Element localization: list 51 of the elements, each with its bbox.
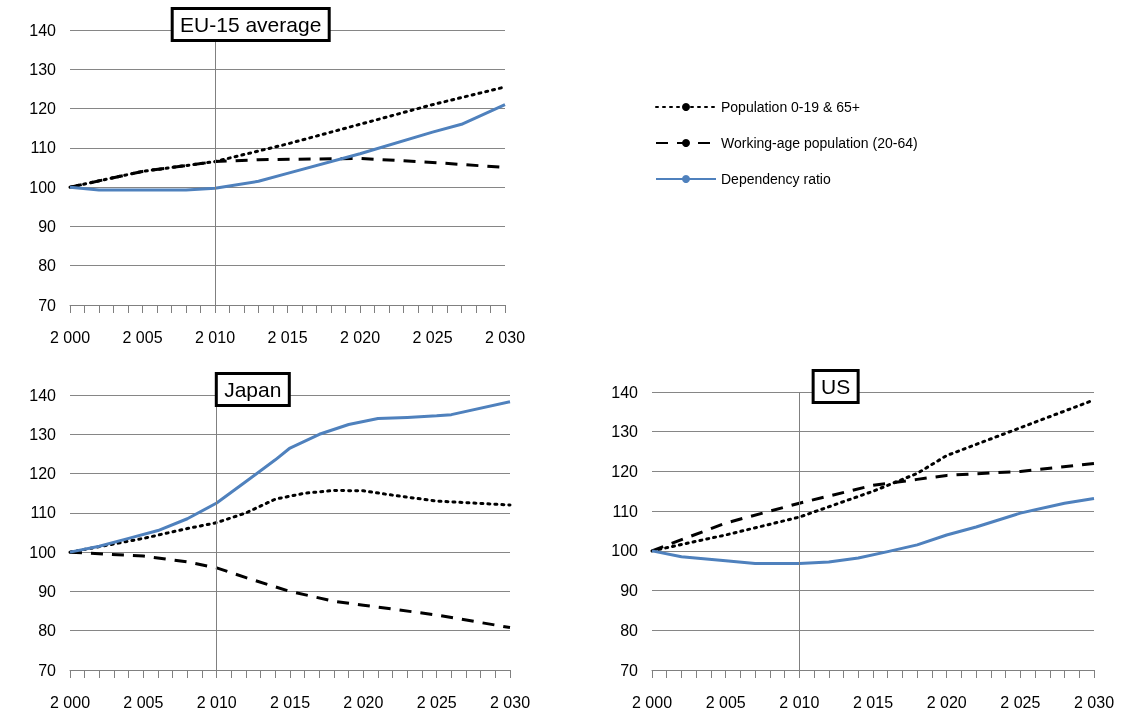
x-tick-label: 2 005 bbox=[122, 328, 163, 346]
y-tick-label: 120 bbox=[611, 462, 639, 480]
x-tick-label: 2 030 bbox=[1073, 693, 1115, 711]
y-tick-label: 120 bbox=[29, 465, 57, 483]
y-tick-label: 140 bbox=[611, 383, 639, 401]
x-tick-label: 2 025 bbox=[416, 693, 457, 711]
y-tick-label: 80 bbox=[38, 622, 57, 640]
x-tick-label: 2 025 bbox=[1000, 693, 1041, 711]
y-tick-label: 80 bbox=[620, 621, 639, 639]
y-tick-label: 110 bbox=[612, 502, 639, 520]
y-tick-label: 120 bbox=[29, 100, 57, 118]
y-tick-label: 140 bbox=[29, 386, 57, 404]
x-tick-label: 2 005 bbox=[123, 693, 164, 711]
x-tick-label: 2 030 bbox=[489, 693, 531, 711]
y-tick-label: 70 bbox=[38, 661, 57, 679]
y-tick-label: 130 bbox=[29, 60, 57, 78]
y-tick-label: 100 bbox=[29, 178, 57, 196]
y-tick-label: 70 bbox=[38, 296, 57, 314]
x-tick-label: 2 020 bbox=[343, 693, 384, 711]
legend-label: Population 0-19 & 65+ bbox=[721, 99, 860, 115]
x-tick-label: 2 000 bbox=[631, 693, 673, 711]
x-tick-label: 2 010 bbox=[196, 693, 237, 711]
y-tick-label: 130 bbox=[29, 425, 57, 443]
y-tick-label: 90 bbox=[38, 582, 57, 600]
legend-label: Dependency ratio bbox=[721, 171, 831, 187]
y-tick-label: 90 bbox=[38, 217, 57, 235]
x-tick-label: 2 010 bbox=[194, 328, 236, 346]
y-tick-label: 130 bbox=[611, 423, 639, 441]
y-tick-label: 100 bbox=[29, 543, 57, 561]
x-tick-label: 2 005 bbox=[705, 693, 746, 711]
x-tick-label: 2 000 bbox=[49, 693, 91, 711]
x-tick-label: 2 025 bbox=[412, 328, 453, 346]
y-tick-label: 110 bbox=[30, 139, 57, 157]
x-tick-label: 2 020 bbox=[926, 693, 967, 711]
x-tick-label: 2 030 bbox=[484, 328, 526, 346]
chart-title: US bbox=[821, 375, 851, 398]
y-tick-label: 80 bbox=[38, 257, 57, 275]
y-tick-label: 100 bbox=[611, 542, 639, 560]
y-tick-label: 110 bbox=[30, 504, 57, 522]
chart-title: Japan bbox=[224, 378, 282, 401]
y-tick-label: 140 bbox=[29, 21, 57, 39]
chart-title: EU-15 average bbox=[180, 13, 322, 36]
x-tick-label: 2 000 bbox=[49, 328, 91, 346]
x-tick-label: 2 010 bbox=[779, 693, 820, 711]
x-tick-label: 2 015 bbox=[267, 328, 308, 346]
x-tick-label: 2 015 bbox=[852, 693, 894, 711]
x-tick-label: 2 015 bbox=[269, 693, 311, 711]
legend-label: Working-age population (20-64) bbox=[721, 135, 918, 151]
y-tick-label: 90 bbox=[620, 582, 639, 600]
x-tick-label: 2 020 bbox=[339, 328, 381, 346]
y-tick-label: 70 bbox=[620, 661, 639, 679]
